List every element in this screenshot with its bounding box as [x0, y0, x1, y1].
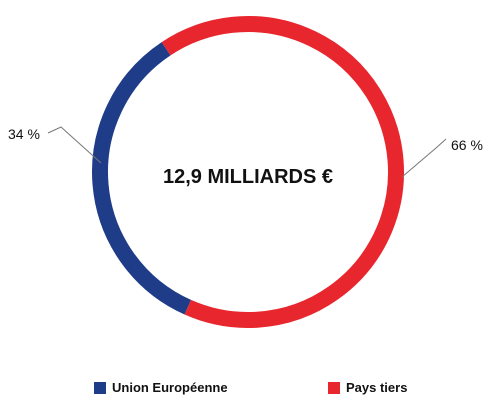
legend: Union Européenne Pays tiers	[0, 380, 491, 404]
legend-swatch-union-europeenne	[94, 381, 106, 394]
legend-label-union-europeenne: Union Européenne	[112, 380, 228, 395]
legend-item-pays-tiers: Pays tiers	[328, 380, 407, 395]
legend-swatch-pays-tiers	[328, 381, 340, 394]
value-label-pays-tiers: 66 %	[451, 137, 483, 153]
value-label-union-europeenne: 34 %	[8, 126, 40, 142]
donut-slice-pays-tiers	[161, 16, 404, 328]
leader-line-pays-tiers	[401, 138, 447, 178]
center-total-label: 12,9 MILLIARDS €	[163, 166, 333, 188]
legend-label-pays-tiers: Pays tiers	[346, 380, 408, 395]
donut-slices	[92, 16, 404, 328]
legend-item-union-europeenne: Union Européenne	[94, 380, 228, 395]
leader-line-union-europeenne	[47, 126, 102, 164]
donut-slice-union-europeenne	[92, 42, 192, 315]
